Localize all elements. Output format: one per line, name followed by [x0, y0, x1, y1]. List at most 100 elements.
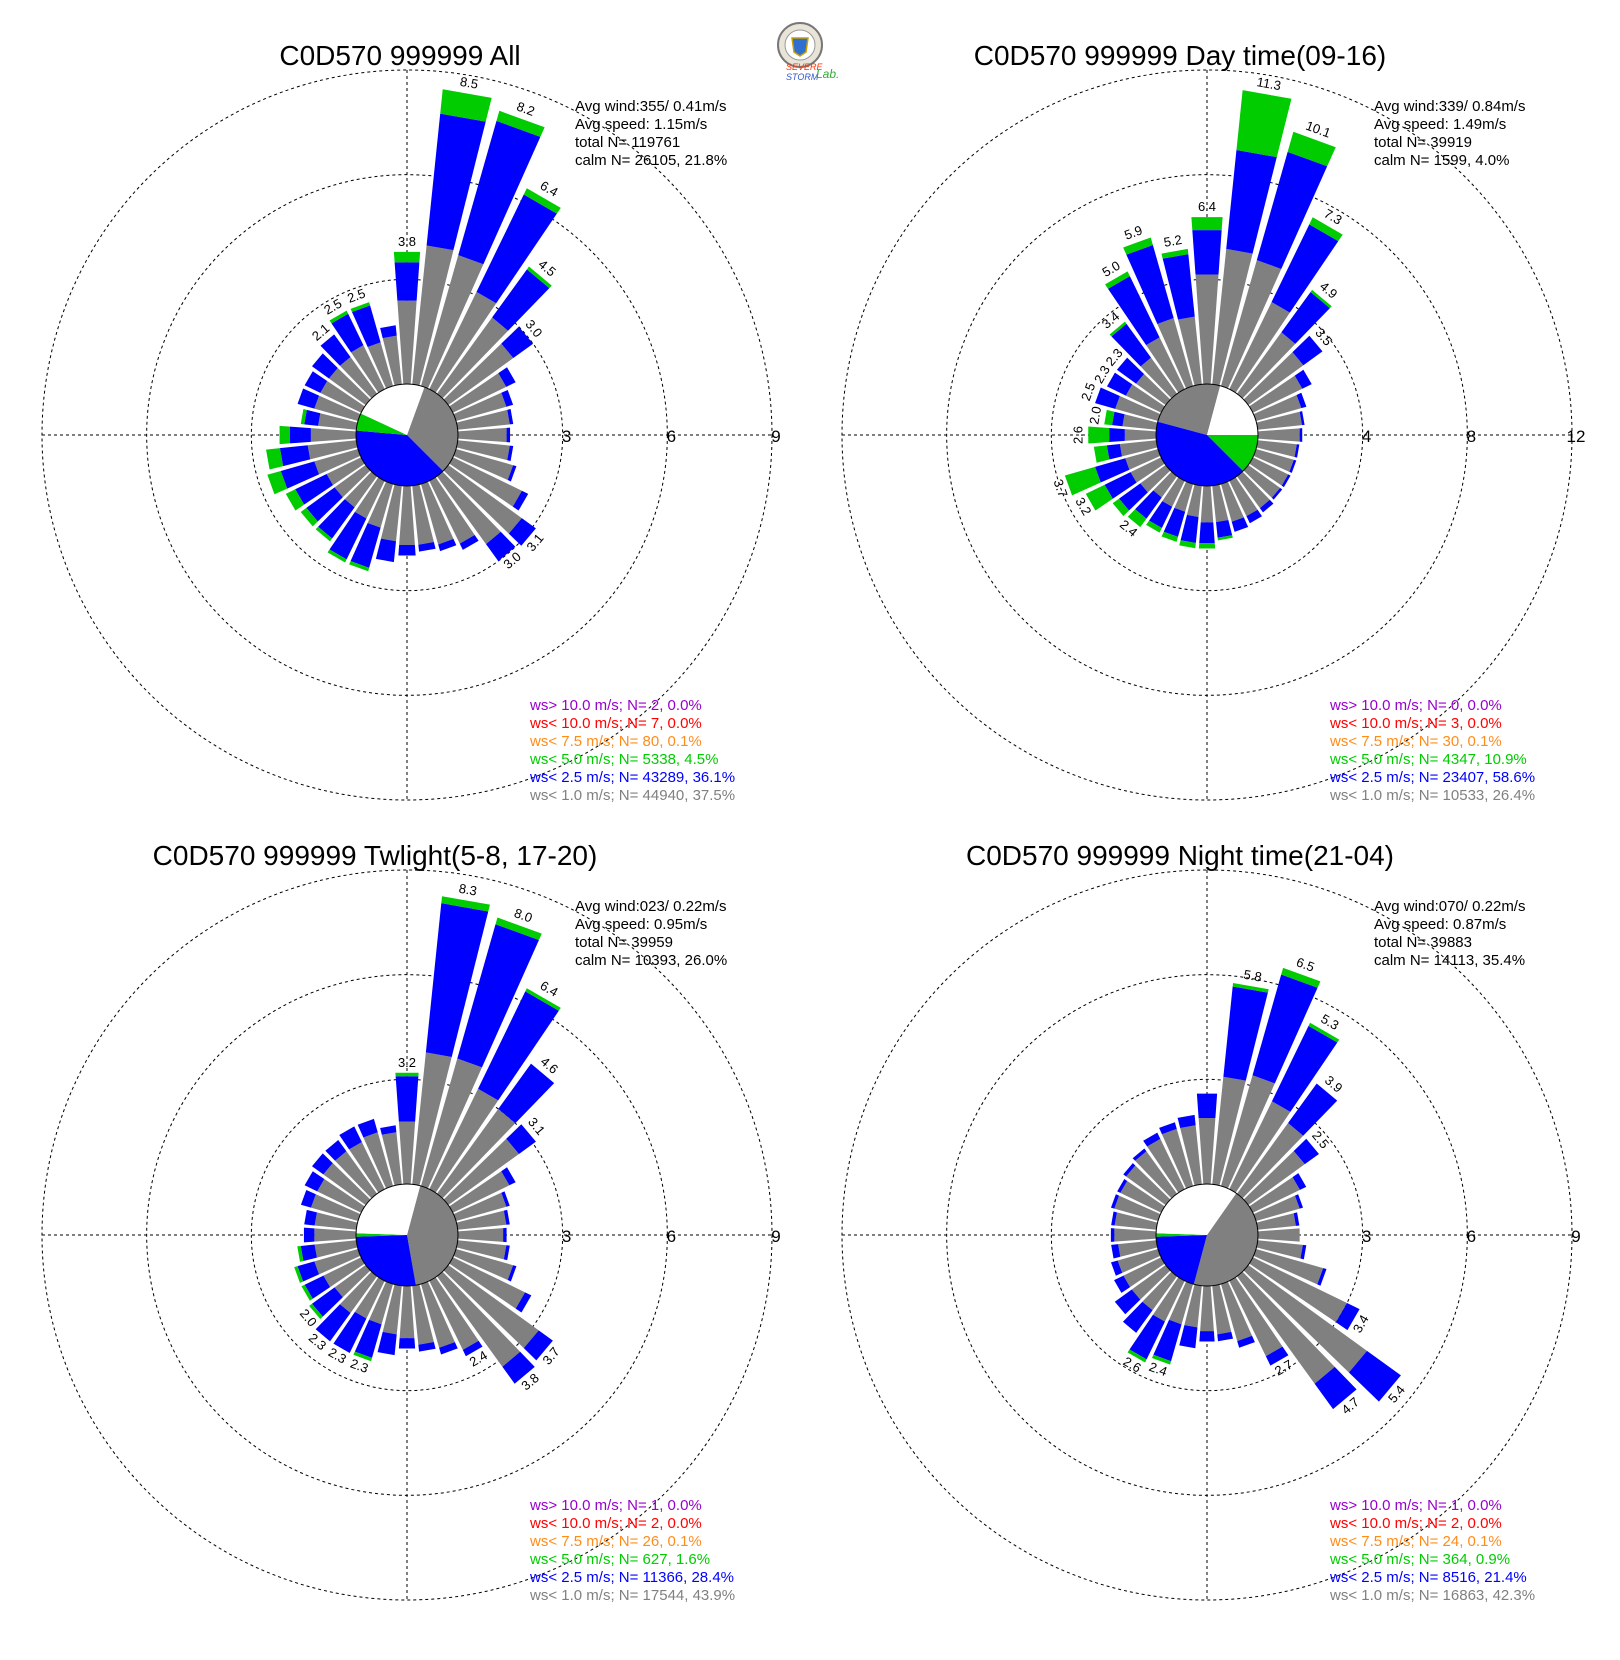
bar-segment-gray — [367, 481, 394, 528]
bar-segment-gray — [1153, 471, 1178, 498]
bar-segment-gray — [382, 1284, 402, 1335]
bar-segment-gray — [399, 1285, 415, 1339]
bar-segment-blue — [439, 1342, 458, 1355]
bar-label: 2.4 — [1147, 1359, 1169, 1379]
bar-segment-gray — [412, 1284, 434, 1345]
bar-segment-gray — [1115, 396, 1161, 422]
bar-segment-blue — [503, 1245, 510, 1261]
bar-segment-blue — [1288, 1083, 1338, 1136]
ring-label: 4 — [1362, 427, 1371, 446]
bar-segment-gray — [1220, 260, 1282, 389]
bar-segment-gray — [1236, 1123, 1304, 1199]
bar-segment-gray — [1125, 384, 1165, 413]
bar-segment-gray — [367, 342, 394, 389]
bar-segment-blue — [1335, 1302, 1360, 1331]
bar-segment-gray — [381, 1132, 402, 1186]
stats-line: Avg wind:355/ 0.41m/s — [575, 98, 726, 115]
bar-label: 6.5 — [1294, 954, 1316, 974]
bar-segment-blue — [1271, 1025, 1338, 1112]
bar-segment-blue — [486, 531, 516, 562]
bar-segment-blue — [501, 1191, 510, 1207]
bar-segment-blue — [1292, 1173, 1307, 1190]
bar-segment-gray — [1253, 394, 1302, 422]
bar-segment-gray — [1200, 485, 1214, 523]
stats-line: calm N= 26105, 21.8% — [575, 152, 727, 169]
bar-segment-gray — [1243, 464, 1281, 498]
bar-segment-blue — [395, 1076, 419, 1122]
bar-segment-gray — [314, 395, 361, 422]
bar-segment-blue — [1110, 1228, 1115, 1242]
bar-segment-blue — [1299, 411, 1305, 426]
bar-segment-blue — [1289, 459, 1297, 473]
wind-rose-panel: C0D570 999999 Day time(09-16) 4 8 12 6.4 11.3… — [841, 40, 1585, 804]
bar-segment-gray — [1157, 318, 1194, 389]
bar-label: 8.3 — [458, 881, 478, 899]
bar-segment-blue — [303, 1227, 315, 1243]
ring-label: 3 — [562, 1227, 571, 1246]
bar-segment-gray — [354, 1277, 385, 1319]
bar-segment-blue — [523, 1330, 553, 1361]
bar-segment-blue — [1153, 1319, 1182, 1362]
bar-segment-gray — [443, 1264, 539, 1349]
logo-text-storm: STORM — [786, 72, 819, 82]
bar-segment-gray — [1195, 274, 1219, 385]
bar-segment-gray — [412, 1052, 452, 1186]
ring-label: 9 — [1571, 1227, 1580, 1246]
bar-segment-gray — [1147, 1138, 1185, 1193]
bar-segment-green — [1161, 248, 1189, 259]
legend-entry: ws< 2.5 m/s; N= 23407, 58.6% — [1329, 769, 1535, 786]
bar-segment-gray — [1198, 1118, 1216, 1185]
bar-segment-blue — [492, 269, 550, 331]
bar-segment-gray — [456, 1240, 507, 1260]
stats-line: Avg wind:339/ 0.84m/s — [1374, 98, 1525, 115]
bar-segment-blue — [318, 499, 355, 539]
legend-entry: ws< 2.5 m/s; N= 8516, 21.4% — [1329, 1569, 1527, 1586]
stats-line: total N= 39919 — [1374, 134, 1472, 151]
bar-segment-blue — [1299, 428, 1303, 442]
bar-segment-blue — [304, 1171, 325, 1192]
bar-segment-blue — [311, 353, 338, 379]
bar-segment-gray — [1229, 1101, 1291, 1193]
bar-segment-gray — [449, 1171, 510, 1213]
bar-segment-gray — [1114, 1228, 1157, 1242]
bar-segment-gray — [310, 428, 357, 442]
bar-segment-gray — [1253, 1248, 1324, 1285]
bar-segment-gray — [443, 1138, 519, 1206]
bar-segment-gray — [397, 300, 417, 385]
bar-segment-green — [1104, 409, 1115, 426]
bar-segment-green — [309, 1303, 323, 1320]
bar-segment-blue — [503, 1209, 510, 1225]
legend-entry: ws< 7.5 m/s; N= 24, 0.1% — [1329, 1533, 1502, 1550]
bar-segment-green — [440, 89, 492, 122]
bar-segment-gray — [456, 1210, 507, 1230]
bar-segment-blue — [315, 1304, 351, 1342]
bar-segment-blue — [1217, 1331, 1234, 1342]
bar-segment-green — [297, 1245, 304, 1262]
bar-segment-blue — [1104, 472, 1137, 499]
wind-rose-panel: C0D570 999999 Twlight(5-8, 17-20) 3 6 9 3.2 8… — [41, 840, 781, 1604]
bar-segment-blue — [325, 1139, 347, 1161]
bar-segment-green — [1217, 535, 1233, 541]
calm-sector — [1156, 1233, 1207, 1237]
bar-segment-green — [441, 896, 490, 912]
bar-segment-blue — [498, 367, 516, 387]
ring-label: 8 — [1467, 427, 1476, 446]
bar-segment-gray — [320, 380, 365, 413]
bar-segment-blue — [1294, 444, 1300, 458]
bar-segment-green — [285, 489, 305, 511]
bar-label: 5.8 — [1243, 967, 1263, 985]
stats-line: calm N= 14113, 35.4% — [1374, 952, 1525, 969]
bar-label: 3.2 — [398, 1055, 416, 1070]
bar-segment-gray — [412, 484, 434, 545]
bar-segment-gray — [398, 1121, 416, 1185]
bar-segment-blue — [306, 487, 343, 522]
bar-segment-blue — [1111, 1211, 1117, 1226]
bar-segment-gray — [323, 1163, 371, 1206]
bar-segment-blue — [507, 465, 517, 482]
bar-segment-gray — [1174, 481, 1194, 512]
stats-line: calm N= 10393, 26.0% — [575, 952, 727, 969]
bar-segment-blue — [350, 522, 381, 568]
calm-circle — [1155, 383, 1259, 487]
